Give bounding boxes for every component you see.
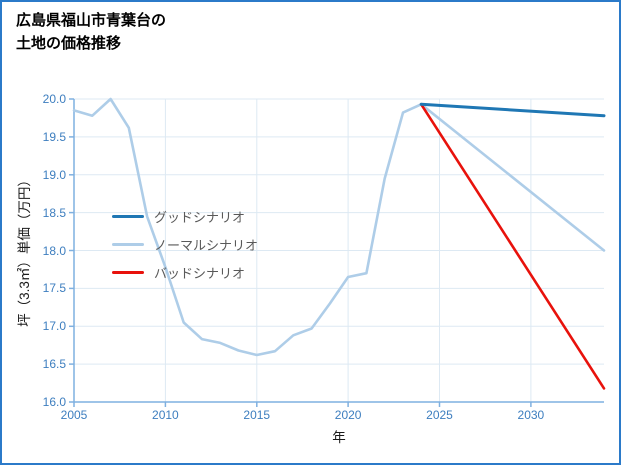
good-scenario-line-swatch (112, 214, 144, 218)
chart-title-line2: 土地の価格推移 (16, 34, 122, 52)
y-tick-label: 19.0 (42, 167, 66, 182)
y-tick-label: 17.5 (42, 281, 66, 296)
bad-scenario-line-swatch (112, 270, 144, 274)
legend: グッドシナリオ ノーマルシナリオ バッドシナリオ (112, 202, 258, 286)
chart-title: 広島県福山市青葉台の 土地の価格推移 (16, 10, 166, 55)
x-axis-label: 年 (332, 430, 346, 445)
legend-item-bad-scenario: バッドシナリオ (112, 258, 258, 286)
y-tick-label: 18.5 (42, 205, 66, 220)
y-tick-label: 16.5 (42, 357, 66, 372)
chart-title-line1: 広島県福山市青葉台の (16, 12, 167, 29)
legend-label-normal-scenario: ノーマルシナリオ (154, 237, 259, 253)
legend-label-bad-scenario: バッドシナリオ (154, 265, 246, 281)
x-tick-label: 2010 (152, 408, 179, 422)
y-tick-label: 20.0 (42, 92, 66, 106)
legend-label-good-scenario: グッドシナリオ (154, 209, 246, 225)
x-tick-label: 2025 (426, 408, 453, 422)
y-tick-label: 19.5 (42, 129, 66, 144)
x-tick-label: 2005 (60, 408, 88, 422)
x-tick-label: 2020 (334, 408, 362, 422)
x-tick-label: 2030 (517, 408, 545, 422)
plot-area (69, 97, 606, 407)
y-tick-label: 17.0 (42, 319, 66, 334)
normal-scenario-line-swatch (112, 242, 144, 246)
x-tick-label: 2015 (243, 408, 271, 422)
legend-item-normal-scenario: ノーマルシナリオ (112, 230, 258, 258)
legend-item-good-scenario: グッドシナリオ (112, 202, 258, 230)
line-chart (69, 97, 606, 407)
y-tick-label: 16.0 (42, 395, 66, 409)
y-tick-label: 18.0 (42, 243, 66, 258)
